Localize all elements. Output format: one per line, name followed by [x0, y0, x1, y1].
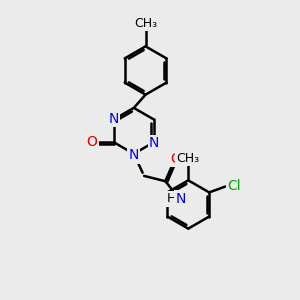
Text: N: N	[176, 192, 186, 206]
Text: Cl: Cl	[227, 179, 241, 193]
Text: H: H	[167, 192, 176, 206]
Text: N: N	[129, 148, 139, 162]
Text: O: O	[170, 152, 181, 166]
Text: N: N	[149, 136, 160, 150]
Text: O: O	[87, 135, 98, 149]
Text: CH₃: CH₃	[134, 17, 157, 30]
Text: CH₃: CH₃	[177, 152, 200, 165]
Text: N: N	[108, 112, 119, 126]
